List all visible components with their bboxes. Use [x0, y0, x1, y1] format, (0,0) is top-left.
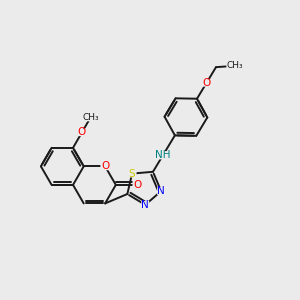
FancyBboxPatch shape [128, 170, 136, 178]
FancyBboxPatch shape [156, 151, 170, 159]
FancyBboxPatch shape [82, 114, 99, 121]
Text: CH₃: CH₃ [226, 61, 243, 70]
Text: N: N [157, 186, 165, 196]
FancyBboxPatch shape [77, 129, 86, 136]
FancyBboxPatch shape [226, 62, 242, 70]
Text: O: O [78, 128, 86, 137]
FancyBboxPatch shape [141, 201, 149, 209]
Text: N: N [141, 200, 149, 210]
Text: O: O [202, 78, 211, 88]
Text: S: S [129, 169, 135, 178]
FancyBboxPatch shape [100, 163, 110, 170]
FancyBboxPatch shape [202, 79, 211, 87]
Text: O: O [133, 180, 141, 190]
FancyBboxPatch shape [133, 181, 142, 189]
Text: O: O [101, 161, 109, 171]
FancyBboxPatch shape [157, 187, 165, 195]
Text: NH: NH [155, 150, 171, 160]
Text: CH₃: CH₃ [82, 113, 99, 122]
